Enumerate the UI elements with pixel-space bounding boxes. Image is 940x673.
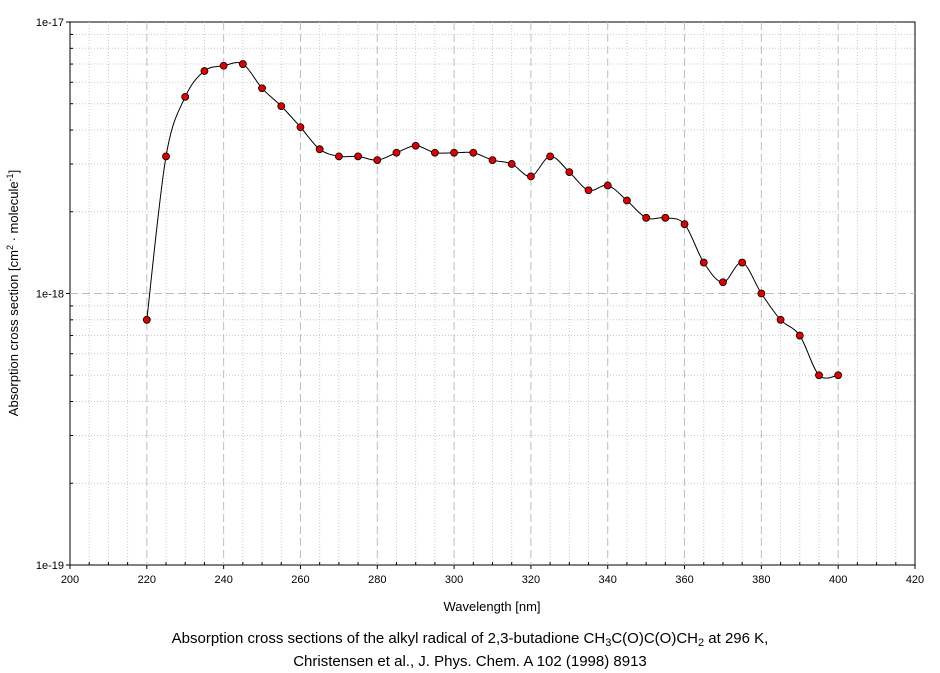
data-point <box>354 152 362 161</box>
data-point <box>507 160 516 168</box>
x-tick-label: 400 <box>829 574 847 586</box>
data-point <box>411 141 420 150</box>
data-point <box>584 186 593 195</box>
data-point <box>565 168 574 176</box>
data-point <box>334 152 343 161</box>
data-point <box>719 278 727 287</box>
data-point <box>430 148 439 157</box>
x-tick-label: 280 <box>368 574 386 586</box>
x-tick-label: 300 <box>445 574 463 586</box>
x-tick-label: 380 <box>752 574 770 586</box>
x-tick-label: 200 <box>61 574 79 586</box>
data-point <box>680 220 689 229</box>
data-point <box>834 371 843 380</box>
data-point <box>603 181 612 190</box>
data-point <box>200 67 209 75</box>
data-points <box>142 60 843 380</box>
data-point <box>738 258 747 267</box>
data-point <box>815 371 823 380</box>
data-point <box>623 196 631 205</box>
data-point <box>488 156 497 164</box>
data-point <box>450 148 458 157</box>
data-point <box>181 92 190 101</box>
data-point <box>392 148 401 157</box>
x-tick-label: 320 <box>522 574 540 586</box>
data-point <box>776 315 785 324</box>
data-point <box>162 152 170 161</box>
x-tick-labels: 200 220 240 260 280 300 320 340 360 380 400 420 <box>61 574 924 586</box>
data-point <box>699 258 708 267</box>
data-point <box>527 172 535 181</box>
data-point <box>219 61 228 70</box>
data-point <box>296 123 305 132</box>
data-point <box>277 102 286 111</box>
data-point <box>315 145 324 154</box>
data-point <box>642 213 651 222</box>
chart: 200 220 240 260 280 300 320 340 360 380 400 420 1e-… <box>5 17 924 614</box>
y-tick-label: 1e-19 <box>36 560 64 572</box>
x-tick-label: 260 <box>291 574 309 586</box>
caption-line-1: Absorption cross sections of the alkyl r… <box>171 630 769 649</box>
x-tick-label: 240 <box>214 574 232 586</box>
y-tick-label: 1e-17 <box>36 17 64 29</box>
data-point <box>469 148 478 157</box>
data-point <box>546 152 555 161</box>
y-tick-labels: 1e-19 1e-18 1e-17 <box>36 17 64 572</box>
x-tick-label: 340 <box>599 574 617 586</box>
data-point <box>795 331 804 340</box>
x-axis-title: Wavelength [nm] <box>443 599 540 614</box>
x-tick-label: 420 <box>906 574 924 586</box>
x-tick-label: 360 <box>675 574 693 586</box>
grid <box>70 22 915 565</box>
y-axis-title: Absorption cross section [cm2 · molecule… <box>5 170 21 416</box>
data-point <box>142 315 151 324</box>
y-tick-label: 1e-18 <box>36 289 64 301</box>
data-point <box>238 60 247 68</box>
data-point <box>373 156 382 164</box>
tick-marks <box>66 21 916 569</box>
data-point <box>757 289 766 298</box>
data-point <box>661 213 670 222</box>
x-tick-label: 220 <box>138 574 156 586</box>
caption-line-2: Christensen et al., J. Phys. Chem. A 102… <box>293 653 647 670</box>
data-point <box>258 84 266 93</box>
